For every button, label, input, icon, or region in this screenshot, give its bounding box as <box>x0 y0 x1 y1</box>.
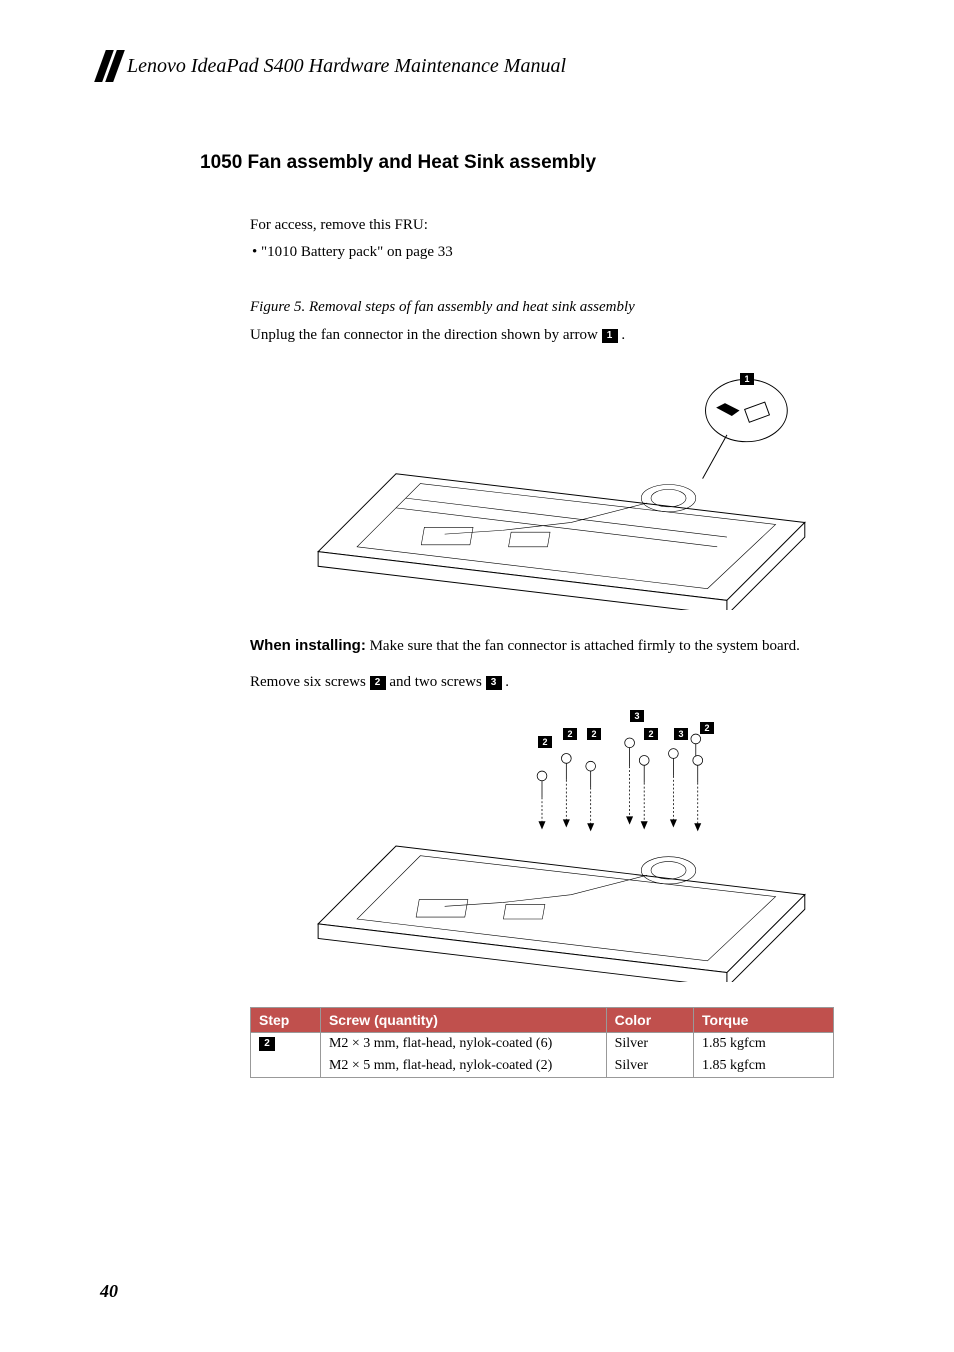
callout-badge-1: 1 <box>602 329 618 343</box>
callout-badge-3: 3 <box>486 676 502 690</box>
page-number: 40 <box>100 1281 118 1302</box>
cell-screw-0: M2 × 3 mm, flat-head, nylok-coated (6) <box>320 1032 606 1055</box>
table-header-row: Step Screw (quantity) Color Torque <box>251 1007 834 1032</box>
screw-table: Step Screw (quantity) Color Torque 2 M2 … <box>250 1007 834 1078</box>
instruction-2-post: . <box>502 674 510 690</box>
intro-para: For access, remove this FRU: <box>250 214 834 237</box>
d2-c7: 3 <box>674 728 688 740</box>
header-title: Lenovo IdeaPad S400 Hardware Maintenance… <box>127 55 566 78</box>
cell-torque-1: 1.85 kgfcm <box>694 1055 834 1078</box>
cell-color-0: Silver <box>606 1032 693 1055</box>
table-row: M2 × 5 mm, flat-head, nylok-coated (2) S… <box>251 1055 834 1078</box>
d2-c3: 2 <box>644 728 658 740</box>
install-note: When installing: Make sure that the fan … <box>250 635 834 658</box>
section-heading: 1050 Fan assembly and Heat Sink assembly <box>200 152 854 174</box>
bullet-item: • "1010 Battery pack" on page 33 <box>252 241 834 264</box>
cell-screw-1: M2 × 5 mm, flat-head, nylok-coated (2) <box>320 1055 606 1078</box>
d2-c4: 2 <box>700 722 714 734</box>
cell-color-1: Silver <box>606 1055 693 1078</box>
cell-torque-0: 1.85 kgfcm <box>694 1032 834 1055</box>
instruction-1-pre: Unplug the fan connector in the directio… <box>250 327 602 343</box>
callout-badge-2: 2 <box>370 676 386 690</box>
instruction-1: Unplug the fan connector in the directio… <box>250 324 834 347</box>
instruction-1-post: . <box>618 327 626 343</box>
instruction-2-mid: and two screws <box>386 674 486 690</box>
d2-c6: 3 <box>630 710 644 722</box>
table-row: 2 M2 × 3 mm, flat-head, nylok-coated (6)… <box>251 1032 834 1055</box>
diagram1-callout: 1 <box>740 373 754 385</box>
th-screw: Screw (quantity) <box>320 1007 606 1032</box>
diagram-2: 2 2 2 3 2 3 2 2 <box>250 700 834 987</box>
th-torque: Torque <box>694 1007 834 1032</box>
laptop-diagram-icon <box>250 357 834 610</box>
th-color: Color <box>606 1007 693 1032</box>
logo-icon <box>94 50 125 82</box>
th-step: Step <box>251 1007 321 1032</box>
table-step-callout: 2 <box>259 1037 275 1051</box>
d2-c1: 2 <box>563 728 577 740</box>
d2-c0: 2 <box>538 736 552 748</box>
install-bold: When installing: <box>250 637 366 654</box>
d2-c2: 2 <box>587 728 601 740</box>
page-header: Lenovo IdeaPad S400 Hardware Maintenance… <box>100 50 854 82</box>
install-text: Make sure that the fan connector is atta… <box>366 638 800 654</box>
figure-caption: Figure 5. Removal steps of fan assembly … <box>250 299 834 316</box>
diagram-1: 1 <box>250 357 834 615</box>
instruction-2: Remove six screws 2 and two screws 3 . <box>250 671 834 694</box>
body-content: For access, remove this FRU: • "1010 Bat… <box>250 214 834 1078</box>
instruction-2-pre: Remove six screws <box>250 674 370 690</box>
